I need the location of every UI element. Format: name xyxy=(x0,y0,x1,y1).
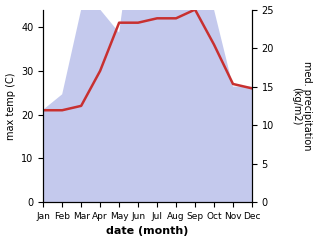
Y-axis label: med. precipitation
(kg/m2): med. precipitation (kg/m2) xyxy=(291,61,313,151)
Y-axis label: max temp (C): max temp (C) xyxy=(5,72,16,140)
X-axis label: date (month): date (month) xyxy=(107,227,189,236)
